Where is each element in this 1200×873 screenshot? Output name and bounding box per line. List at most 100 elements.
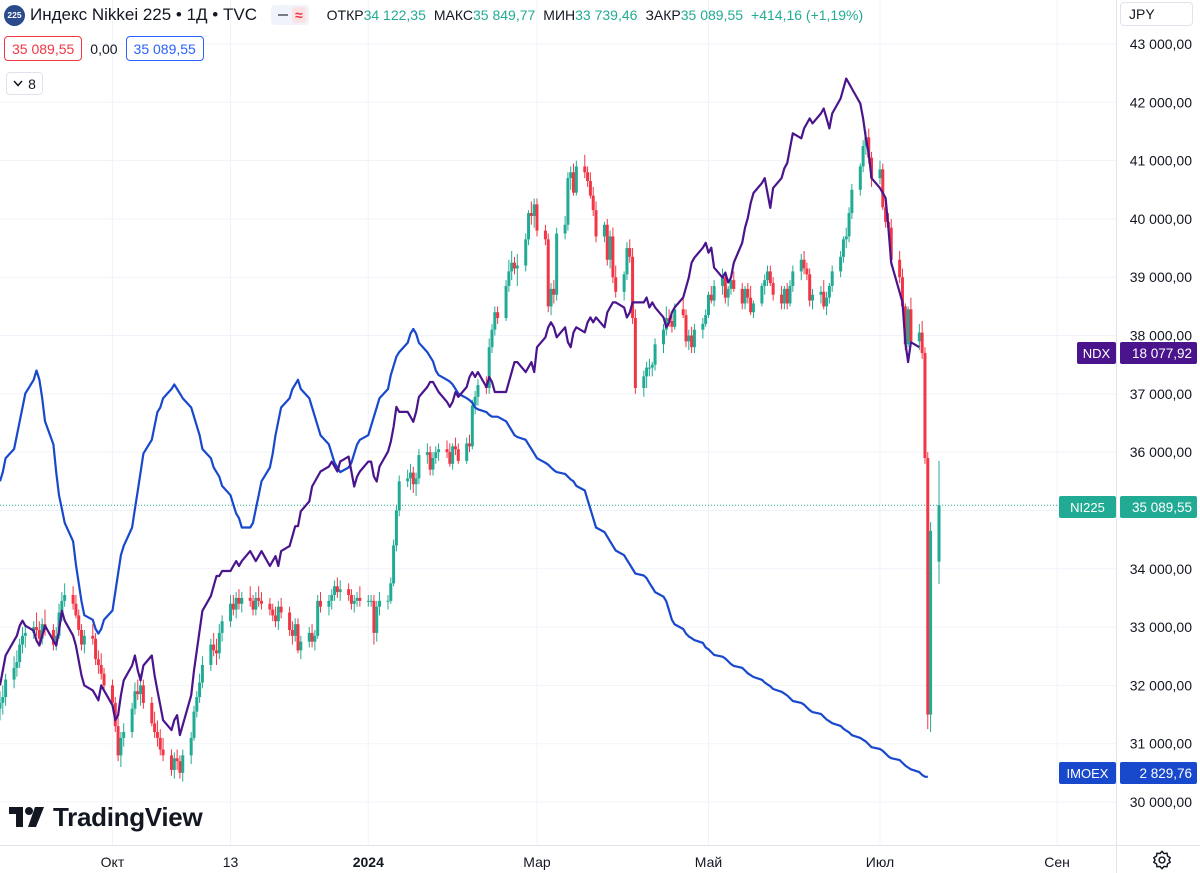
candle [313,629,317,651]
price-tag-value: 35 089,55 [1132,500,1192,515]
candle [605,218,609,266]
candle [690,326,694,354]
currency-button[interactable]: JPY [1120,2,1193,26]
indicators-toggle[interactable]: 8 [6,72,43,95]
candle [119,732,123,768]
candle-body [771,283,775,295]
candle [822,280,826,310]
price-tag-name: IMOEX [1067,766,1109,781]
candle [35,612,39,636]
price-tag-value: 2 829,76 [1139,766,1192,781]
candle-body [392,545,396,584]
candle-body [751,303,755,313]
sell-button[interactable]: 35 089,55 [4,36,83,61]
candle [268,597,272,616]
candle-body [358,597,362,601]
candle-body [378,600,382,607]
candle [116,717,120,762]
candle-body [119,737,123,756]
candle-body [473,396,477,406]
candle-body [130,708,134,733]
candle [63,583,67,607]
candle [504,280,508,321]
candle [721,268,725,295]
candle [572,163,576,196]
candle-body [493,312,497,330]
candle [96,650,100,674]
candle-body [569,172,573,179]
candle-body [116,726,120,756]
candle [670,315,674,333]
candle [614,265,618,298]
ohlc-high-value: 35 849,77 [473,7,536,23]
candle [389,577,393,604]
candle [375,600,379,642]
candle-body [99,664,103,674]
candle-body [825,297,829,307]
candle-body [96,659,100,665]
time-axis: Окт 13 2024 Мар Май Июл Сен [101,854,1070,870]
candle [411,466,415,493]
price-tick-label: 41 000,00 [1130,153,1192,169]
candle-body [195,697,199,712]
candle-body [437,449,441,453]
candle-body [169,755,173,770]
candle-body [749,297,753,313]
candle [352,595,356,613]
logo-text: TradingView [53,801,203,832]
candle [290,621,294,645]
candle [1,685,5,715]
candle [175,749,179,770]
candle [254,592,258,616]
candle [473,390,477,415]
candle [428,446,432,476]
candle-body [704,315,708,324]
compare-toggle[interactable]: ≈ [270,5,309,25]
candle-body [726,288,730,298]
candle [563,216,567,240]
candle [929,522,933,733]
candle-body [681,309,685,316]
candle-body [515,265,519,269]
candle [788,280,792,307]
candle-body [251,600,255,610]
candle [234,592,238,619]
symbol-title[interactable]: Индекс Nikkei 225 • 1Д • TVC [30,5,257,24]
candle [338,580,342,601]
candle [214,638,218,665]
candle-body [139,685,143,695]
time-tick-label: Мар [523,854,551,870]
candle [102,667,106,692]
candle-body [465,443,469,461]
candle-body [40,624,44,639]
candle-body [782,288,786,304]
candle [780,285,784,310]
candle [661,323,665,354]
price-tag-name-bg [1059,762,1116,784]
candle [746,283,750,304]
candle-body [802,259,806,269]
candle [397,475,401,517]
candle [552,280,556,304]
candle-body [189,737,193,756]
candle [51,624,55,651]
candle-body [35,627,39,630]
candle [12,656,16,689]
candle-body [631,256,635,319]
settings-gear-icon[interactable] [1151,849,1173,871]
candle [642,370,646,397]
candle [358,586,362,607]
candle [712,280,716,307]
candle-body [136,691,140,695]
candle [507,259,511,292]
candle-body [352,600,356,604]
buy-button[interactable]: 35 089,55 [125,36,204,61]
candle [288,606,292,636]
candle [220,615,224,642]
candle [763,274,767,295]
candle-body [889,227,893,260]
candle [543,224,547,246]
candle-body [406,478,410,482]
candle-body [785,288,789,304]
